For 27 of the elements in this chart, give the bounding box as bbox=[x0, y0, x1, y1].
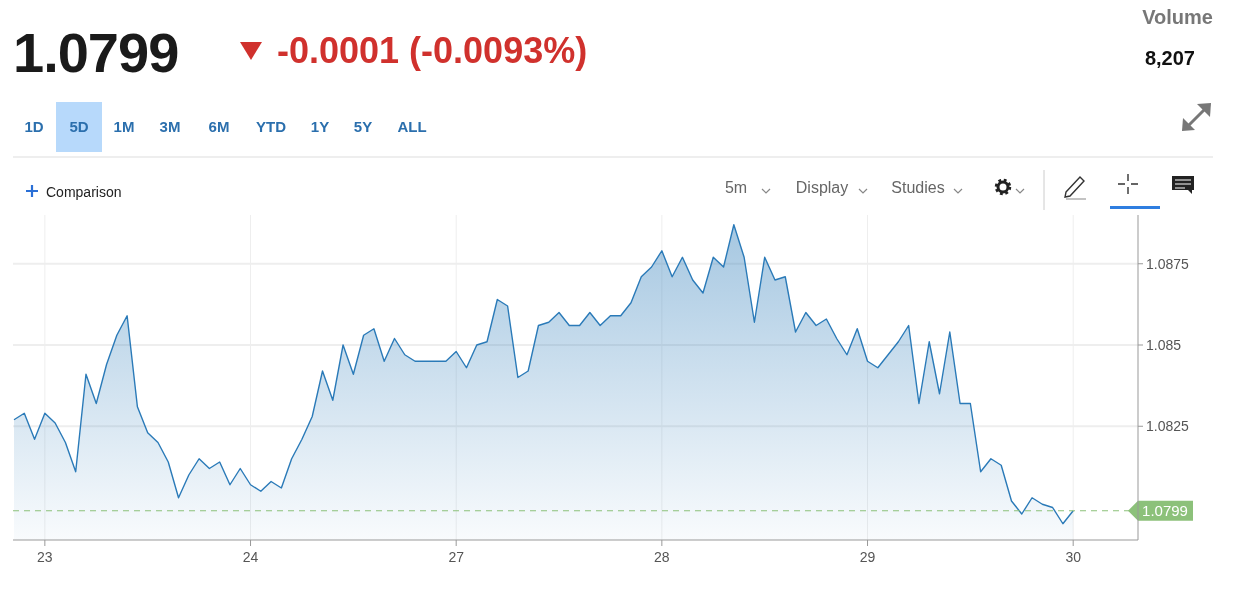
x-tick-label: 29 bbox=[859, 549, 876, 565]
text: 1Y bbox=[310, 118, 330, 135]
chart-title: 1.0799 bbox=[13, 21, 179, 84]
chart-subtitle: -0.0001 (-0.0093%) bbox=[277, 30, 588, 71]
text: ALL bbox=[397, 118, 427, 135]
text: 1M bbox=[113, 118, 135, 135]
text: Display bbox=[795, 179, 849, 196]
text: Volume bbox=[1142, 6, 1213, 28]
x-tick-label: 23 bbox=[37, 549, 53, 565]
x-tick-label: 28 bbox=[654, 549, 670, 565]
text: 8,207 bbox=[1144, 47, 1195, 69]
text: 5m bbox=[724, 179, 748, 196]
x-tick-label: 24 bbox=[242, 549, 259, 565]
x-tick-label: 30 bbox=[1065, 549, 1082, 565]
y-tick-label: 1.0825 bbox=[1146, 418, 1190, 435]
text: 3M bbox=[159, 118, 181, 135]
text: 6M bbox=[208, 118, 230, 135]
ref-line-label: 1.0799 bbox=[1142, 501, 1188, 519]
text: 5D bbox=[69, 118, 89, 135]
text: Comparison bbox=[46, 184, 122, 200]
y-tick-label: 1.0875 bbox=[1146, 255, 1190, 272]
text: YTD bbox=[256, 118, 287, 135]
y-tick-label: 1.085 bbox=[1146, 337, 1182, 353]
text: 5Y bbox=[353, 118, 373, 135]
text: 1D bbox=[24, 118, 44, 135]
x-tick-label: 27 bbox=[448, 549, 465, 565]
text: Studies bbox=[891, 179, 945, 196]
